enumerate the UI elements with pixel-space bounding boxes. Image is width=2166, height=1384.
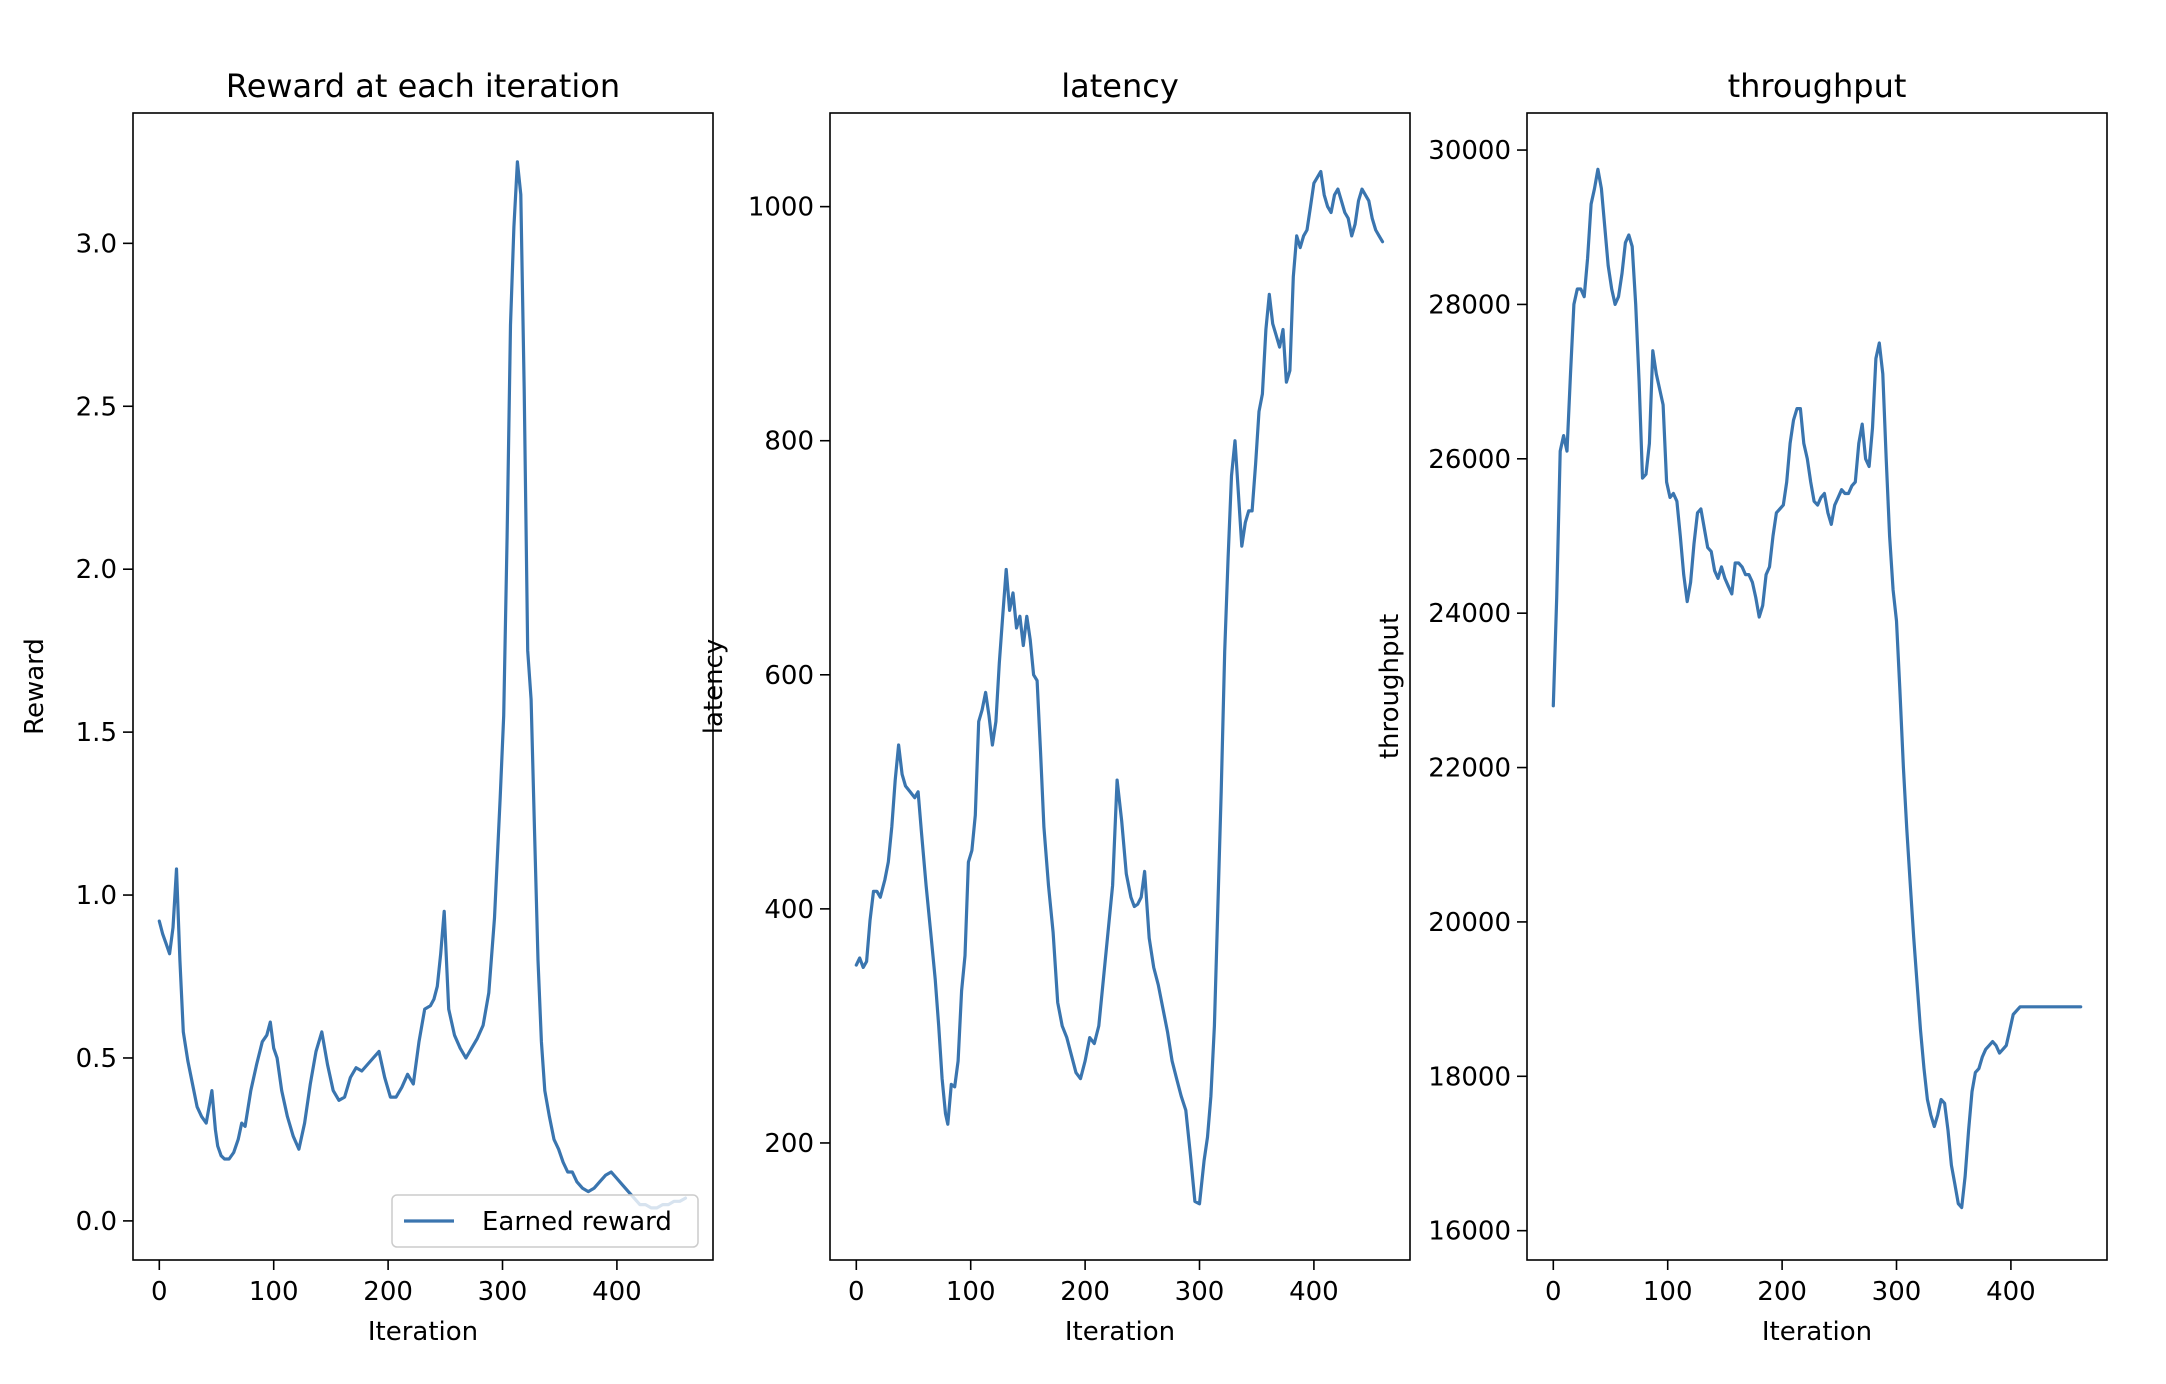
x-tick-label: 100 — [249, 1277, 299, 1307]
chart-panel-3: 0 100 200 300 400 16000 18000 20000 22000 24000 26… — [1375, 67, 2108, 1347]
x-tick-label: 300 — [1175, 1277, 1225, 1307]
x-tick-label: 100 — [946, 1277, 996, 1307]
y-tick-label: 3.0 — [76, 229, 117, 259]
x-axis-label: Iteration — [368, 1317, 478, 1347]
x-tick-label: 200 — [363, 1277, 413, 1307]
chart-title: Reward at each iteration — [226, 67, 620, 105]
x-tick-label: 100 — [1643, 1277, 1693, 1307]
x-tick-label: 400 — [1986, 1277, 2036, 1307]
y-axis-label: Reward — [20, 638, 50, 735]
y-tick-label: 1.5 — [76, 718, 117, 748]
legend-label: Earned reward — [482, 1207, 672, 1237]
y-tick-label: 2.0 — [76, 555, 117, 585]
x-tick-label: 0 — [151, 1277, 168, 1307]
chart-panel-2: 0 100 200 300 400 200 400 600 800 1000 latency Iter… — [699, 67, 1411, 1347]
y-tick-label: 16000 — [1428, 1217, 1511, 1247]
plot-frame — [829, 112, 1411, 1261]
x-axis-label: Iteration — [1762, 1317, 1872, 1347]
y-tick-label: 400 — [764, 895, 814, 925]
y-tick-label: 600 — [764, 661, 814, 691]
plot-frame — [1526, 112, 2108, 1261]
chart-title: latency — [1061, 67, 1179, 105]
x-tick-label: 200 — [1757, 1277, 1807, 1307]
y-tick-label: 0.0 — [76, 1207, 117, 1237]
y-tick-label: 30000 — [1428, 136, 1511, 166]
x-axis-label: Iteration — [1065, 1317, 1175, 1347]
y-tick-label: 26000 — [1428, 445, 1511, 475]
x-tick-label: 400 — [1289, 1277, 1339, 1307]
y-tick-label: 200 — [764, 1129, 814, 1159]
y-tick-label: 24000 — [1428, 599, 1511, 629]
x-tick-label: 400 — [592, 1277, 642, 1307]
y-tick-label: 0.5 — [76, 1044, 117, 1074]
chart-panel-1: 0 100 200 300 400 0.0 0.5 1.0 1.5 2.0 2.5 3.0 Reward… — [20, 67, 714, 1347]
series-line — [854, 169, 1385, 1206]
x-tick-label: 300 — [1872, 1277, 1922, 1307]
series-line — [157, 160, 688, 1210]
y-tick-label: 28000 — [1428, 290, 1511, 320]
y-axis-label: latency — [699, 639, 729, 735]
y-tick-label: 1.0 — [76, 881, 117, 911]
chart-title: throughput — [1728, 67, 1907, 105]
y-tick-label: 18000 — [1428, 1062, 1511, 1092]
y-tick-label: 800 — [764, 427, 814, 457]
x-tick-label: 300 — [478, 1277, 528, 1307]
y-tick-label: 1000 — [748, 193, 814, 223]
x-tick-label: 0 — [848, 1277, 865, 1307]
y-axis-label: throughput — [1375, 614, 1405, 759]
plot-frame — [132, 112, 714, 1261]
x-tick-label: 0 — [1545, 1277, 1562, 1307]
series-line — [1551, 167, 2083, 1210]
y-tick-label: 2.5 — [76, 392, 117, 422]
legend-box — [391, 1194, 699, 1248]
x-tick-label: 200 — [1060, 1277, 1110, 1307]
legend: Earned reward — [391, 1194, 699, 1248]
y-tick-label: 20000 — [1428, 908, 1511, 938]
y-tick-label: 22000 — [1428, 754, 1511, 784]
